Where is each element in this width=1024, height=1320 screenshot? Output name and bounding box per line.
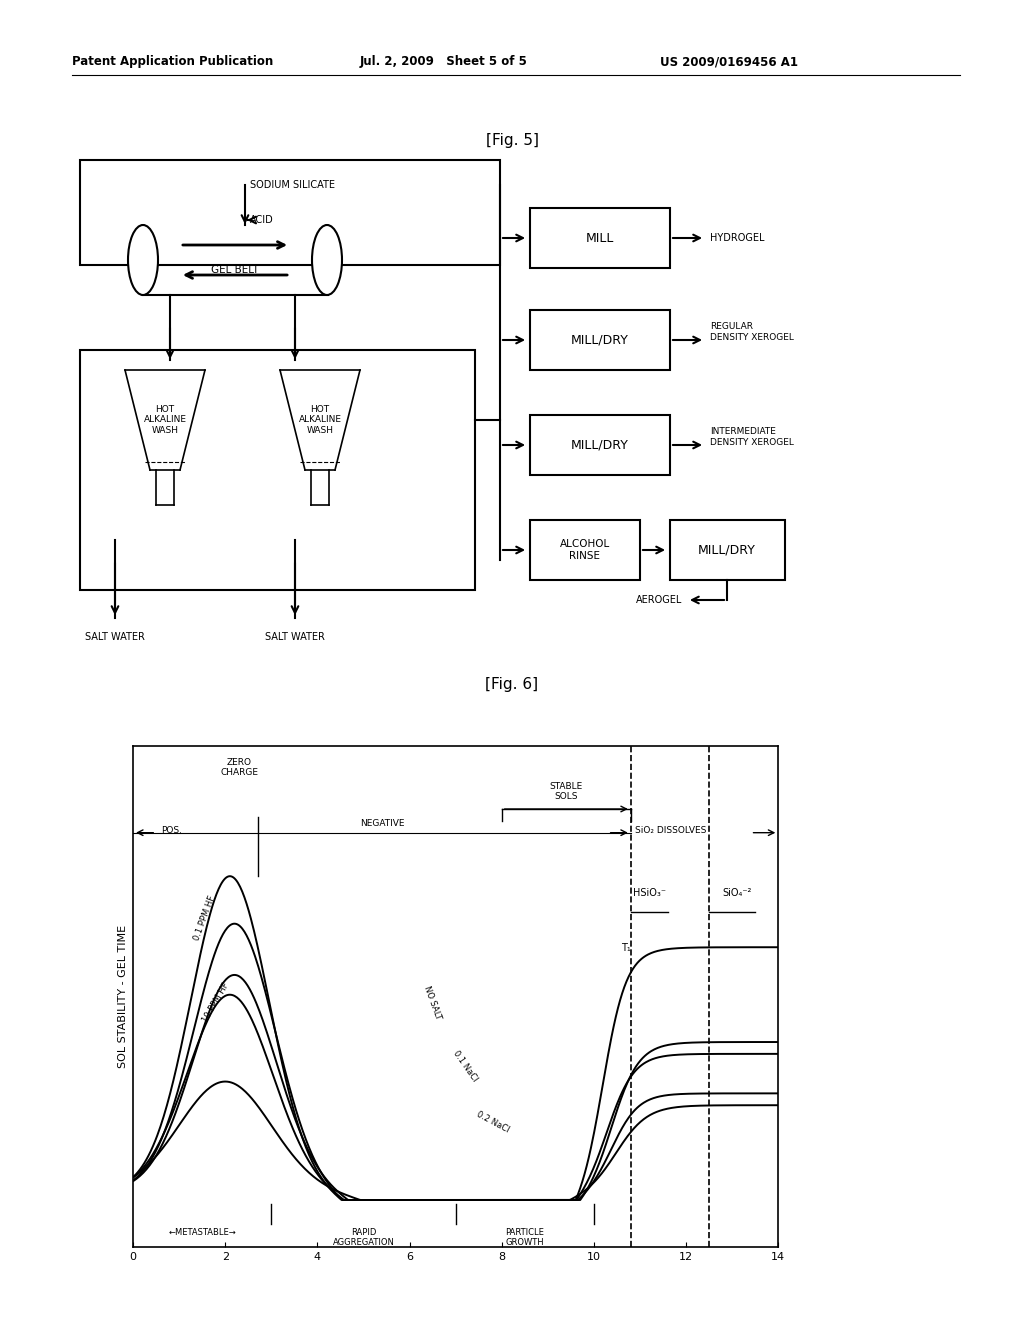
Bar	[530, 310, 670, 370]
Text: SiO₄⁻²: SiO₄⁻²	[722, 888, 752, 898]
Text: NEGATIVE: NEGATIVE	[359, 818, 404, 828]
Text: Patent Application Publication: Patent Application Publication	[72, 55, 273, 69]
Bar	[530, 520, 640, 579]
Bar	[143, 224, 328, 294]
Text: SALT WATER: SALT WATER	[265, 632, 325, 642]
Text: HYDROGEL: HYDROGEL	[710, 234, 765, 243]
Text: AEROGEL: AEROGEL	[636, 595, 682, 605]
Text: NO SALT: NO SALT	[422, 985, 443, 1020]
Text: HSiO₃⁻: HSiO₃⁻	[633, 888, 666, 898]
Text: SODIUM SILICATE: SODIUM SILICATE	[250, 180, 335, 190]
Text: MILL/DRY: MILL/DRY	[571, 438, 629, 451]
Text: [Fig. 5]: [Fig. 5]	[485, 132, 539, 148]
Text: RAPID
AGGREGATION: RAPID AGGREGATION	[333, 1228, 394, 1247]
Text: STABLE
SOLS: STABLE SOLS	[550, 781, 583, 801]
Bar	[530, 414, 670, 475]
Text: POS.: POS.	[161, 826, 182, 836]
Bar	[670, 520, 785, 579]
Ellipse shape	[312, 224, 342, 294]
Text: GEL BELT: GEL BELT	[211, 265, 259, 275]
Y-axis label: SOL STABILITY - GEL TIME: SOL STABILITY - GEL TIME	[118, 925, 128, 1068]
Text: MILL: MILL	[586, 231, 614, 244]
Text: 0.1 NaCl: 0.1 NaCl	[451, 1049, 479, 1084]
Text: 0.2 NaCl: 0.2 NaCl	[475, 1110, 510, 1135]
Text: 0.1 PPM HF: 0.1 PPM HF	[193, 894, 217, 941]
Text: HOT
ALKALINE
WASH: HOT ALKALINE WASH	[299, 405, 341, 434]
Text: HOT
ALKALINE
WASH: HOT ALKALINE WASH	[143, 405, 186, 434]
Text: T₁: T₁	[622, 944, 631, 953]
Text: US 2009/0169456 A1: US 2009/0169456 A1	[660, 55, 798, 69]
Text: PARTICLE
GROWTH: PARTICLE GROWTH	[506, 1228, 544, 1247]
Text: 10 PPM HF: 10 PPM HF	[201, 981, 231, 1024]
Text: ACID: ACID	[250, 215, 273, 224]
Bar	[530, 209, 670, 268]
Text: SiO₂ DISSOLVES: SiO₂ DISSOLVES	[635, 826, 707, 836]
Text: ZERO
CHARGE: ZERO CHARGE	[220, 758, 258, 777]
Text: [Fig. 6]: [Fig. 6]	[485, 677, 539, 693]
Text: SALT WATER: SALT WATER	[85, 632, 145, 642]
Text: Jul. 2, 2009   Sheet 5 of 5: Jul. 2, 2009 Sheet 5 of 5	[360, 55, 528, 69]
Text: INTERMEDIATE
DENSITY XEROGEL: INTERMEDIATE DENSITY XEROGEL	[710, 428, 794, 446]
Bar	[80, 350, 475, 590]
Bar	[80, 160, 500, 265]
Text: MILL/DRY: MILL/DRY	[698, 544, 756, 557]
Text: REGULAR
DENSITY XEROGEL: REGULAR DENSITY XEROGEL	[710, 322, 794, 342]
Ellipse shape	[128, 224, 158, 294]
Text: MILL/DRY: MILL/DRY	[571, 334, 629, 346]
Text: ←METASTABLE→: ←METASTABLE→	[168, 1228, 237, 1237]
Text: ALCOHOL
RINSE: ALCOHOL RINSE	[560, 539, 610, 561]
